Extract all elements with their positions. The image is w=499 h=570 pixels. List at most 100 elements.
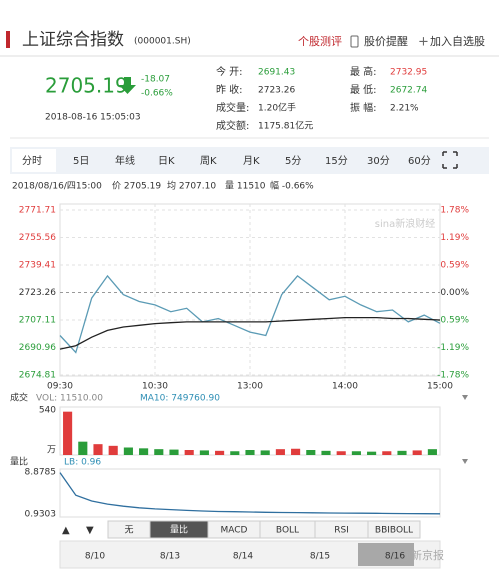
stat-value: 2691.43: [258, 68, 295, 78]
unit-label: 万: [47, 446, 56, 456]
x-tick-label: 14:00: [332, 382, 358, 392]
volume-bar: [260, 450, 270, 455]
x-tick-label: 10:30: [142, 382, 168, 392]
y2-tick-label: -1.78%: [437, 371, 469, 381]
volume-bar: [427, 449, 437, 455]
tab[interactable]: 周K: [200, 155, 217, 167]
watermark: sina新浪财经: [375, 217, 435, 230]
fullscreen-icon[interactable]: [442, 151, 458, 169]
stat-value: 2732.95: [390, 68, 427, 78]
volume-bar: [306, 450, 316, 455]
volume-bar: [336, 451, 346, 455]
link[interactable]: 个股测评: [298, 35, 342, 48]
info-text: 幅 -0.66%: [270, 180, 314, 192]
navigator-date: 8/13: [160, 552, 180, 562]
volume-bar: [184, 450, 194, 455]
y-tick-label: 2674.81: [19, 371, 56, 381]
indicator-tab[interactable]: BBIBOLL: [375, 526, 413, 536]
volume-bar: [215, 450, 225, 455]
tab-bar: [10, 147, 489, 174]
indicator-tab[interactable]: MACD: [221, 526, 248, 536]
dropdown-icon[interactable]: [462, 395, 468, 400]
y-tick-label: 2690.96: [19, 343, 56, 353]
volume-bar: [412, 450, 422, 455]
tab[interactable]: 日K: [158, 156, 175, 167]
y-tick-label: 2739.41: [19, 261, 56, 271]
stat-label: 最 高:: [350, 65, 377, 78]
quote-time: 2018-08-16 15:05:03: [45, 113, 141, 123]
ratio-frame: [59, 468, 441, 518]
stat-value: 1.20亿手: [258, 102, 296, 114]
info-text: 均 2707.10: [167, 180, 216, 192]
tab[interactable]: 5日: [73, 156, 89, 167]
volume-bar: [63, 411, 73, 455]
stat-value: 1175.81亿元: [258, 120, 313, 132]
y2-tick-label: -0.59%: [437, 315, 469, 325]
link[interactable]: 加入自选股: [430, 35, 485, 48]
panel-label: LB: 0.96: [64, 458, 101, 468]
x-tick-label: 13:00: [237, 382, 263, 392]
volume-bar: [367, 451, 377, 455]
arrow-down[interactable]: ▼: [86, 525, 94, 536]
phone-icon: [350, 35, 359, 48]
y-tick-label: 2723.26: [19, 288, 56, 298]
stat-value: 2.21%: [390, 104, 419, 114]
stat-label: 最 低:: [350, 83, 377, 96]
y2-tick-label: 0.00%: [440, 288, 469, 298]
change-pct: -0.66%: [141, 89, 173, 99]
tab[interactable]: 30分: [367, 155, 390, 167]
volume-bar: [382, 451, 392, 455]
volume-bar: [230, 451, 240, 455]
tab[interactable]: 年线: [115, 154, 135, 167]
indicator-tab[interactable]: BOLL: [276, 526, 299, 536]
indicator-tab[interactable]: 无: [124, 525, 133, 536]
tab[interactable]: 60分: [408, 155, 431, 167]
ratio-line: [59, 472, 441, 515]
navigator-date: 8/14: [233, 552, 253, 562]
tab[interactable]: 月K: [243, 155, 260, 167]
code: (000001.SH): [134, 37, 191, 47]
indicator-tab[interactable]: 量比: [170, 524, 188, 536]
navigator-date: 8/16: [385, 552, 405, 562]
stat-label: 成交量:: [216, 101, 249, 114]
y2-tick-label: -1.19%: [437, 343, 469, 353]
down-arrow: [119, 77, 136, 94]
y2-tick-label: 0.59%: [440, 261, 469, 271]
change: -18.07: [141, 75, 170, 85]
tab[interactable]: 分时: [22, 155, 42, 167]
info-text: 量 11510: [225, 181, 266, 192]
volume-bar: [78, 441, 88, 455]
plus-icon: +: [418, 35, 429, 50]
volume-bar: [93, 444, 103, 455]
volume-bar: [169, 449, 179, 455]
stat-value: 2723.26: [258, 86, 295, 96]
volume-bar: [275, 449, 285, 455]
dropdown-icon[interactable]: [462, 459, 468, 464]
tab[interactable]: 15分: [325, 155, 348, 167]
price: 2705.19: [45, 74, 128, 98]
tab[interactable]: 5分: [285, 155, 301, 167]
title: 上证综合指数: [22, 30, 124, 50]
info-text: 2018/08/16/四15:00: [12, 182, 102, 192]
stat-label: 成交额:: [216, 119, 249, 132]
panel-title: 成交: [10, 392, 28, 404]
x-tick-label: 15:00: [427, 382, 453, 392]
volume-bar: [154, 449, 164, 455]
y-tick-label: 2707.11: [19, 316, 56, 326]
navigator-handle[interactable]: [358, 543, 414, 566]
navigator-date: 8/10: [85, 552, 105, 562]
volume-bar: [139, 448, 149, 455]
arrow-up[interactable]: ▲: [62, 525, 70, 536]
y2-tick-label: 1.19%: [440, 233, 469, 243]
y-tick-label: 0.9303: [25, 509, 57, 519]
indicator-tab-bg[interactable]: [367, 520, 421, 539]
stat-value: 2672.74: [390, 86, 427, 96]
y-tick-label: 8.8785: [25, 468, 57, 478]
indicator-tab[interactable]: RSI: [334, 526, 349, 536]
volume-bar: [321, 450, 331, 455]
stat-label: 昨 收:: [216, 83, 243, 96]
stat-label: 振 幅:: [350, 101, 377, 114]
volume-bar: [351, 451, 361, 455]
link[interactable]: 股价提醒: [364, 35, 408, 48]
volume-bar: [245, 450, 255, 455]
